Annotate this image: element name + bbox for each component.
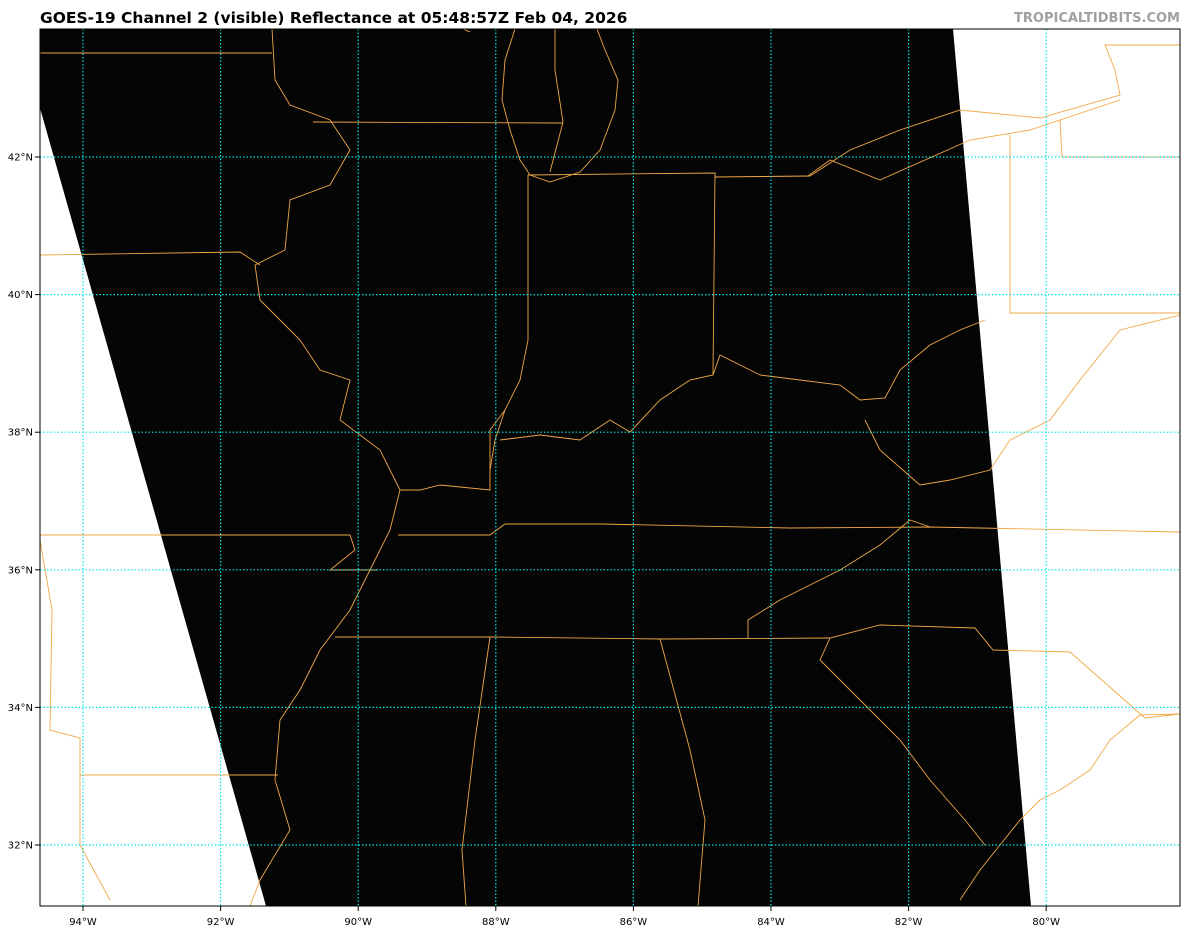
georgia-southcarolina bbox=[819, 637, 986, 846]
kentucky-virginia bbox=[747, 519, 931, 638]
lon-tick-label: 82°W bbox=[895, 917, 923, 928]
lake-michigan-west bbox=[501, 29, 619, 183]
lat-tick-label: 32°N bbox=[8, 841, 33, 852]
map-frame bbox=[39, 28, 1181, 907]
axis-ticks: 94°W 92°W 90°W 88°W 86°W 84°W 82°W 80°W 42°N 40°N… bbox=[8, 153, 1060, 929]
lon-tick-label: 86°W bbox=[620, 917, 648, 928]
lake-erie bbox=[809, 44, 1180, 177]
map-title: GOES-19 Channel 2 (visible) Reflectance … bbox=[40, 9, 628, 27]
ohio-river bbox=[499, 319, 986, 441]
lon-tick-label: 84°W bbox=[757, 917, 785, 928]
lon-tick-label: 80°W bbox=[1032, 917, 1060, 928]
state-boundaries bbox=[40, 29, 1180, 906]
lat-tick-label: 36°N bbox=[8, 565, 33, 576]
brand-watermark: TROPICALTIDBITS.COM bbox=[1014, 11, 1180, 26]
indiana-ohio bbox=[712, 172, 716, 376]
lon-tick-label: 90°W bbox=[344, 917, 372, 928]
pennsylvania-ny bbox=[1009, 135, 1180, 314]
lat-tick-label: 38°N bbox=[8, 428, 33, 439]
lat-tick-label: 34°N bbox=[8, 703, 33, 714]
lake-michigan-east bbox=[549, 29, 564, 173]
atlantic-coast bbox=[959, 713, 1180, 901]
lake-erie-south bbox=[807, 99, 1121, 181]
tennessee-south bbox=[335, 624, 1180, 719]
mississippi-river bbox=[254, 29, 506, 491]
alabama-georgia bbox=[659, 638, 706, 906]
mississippi-alabama bbox=[461, 636, 491, 906]
mississippi-lower bbox=[249, 489, 401, 906]
graticule bbox=[40, 29, 1180, 906]
lat-tick-label: 40°N bbox=[8, 290, 33, 301]
illinois-indiana bbox=[489, 175, 529, 471]
virginia-wv bbox=[864, 314, 1180, 486]
wisconsin-illinois bbox=[312, 121, 564, 124]
lon-tick-label: 92°W bbox=[207, 917, 235, 928]
lon-tick-label: 94°W bbox=[69, 917, 97, 928]
imagery-swath bbox=[40, 29, 1031, 906]
lat-tick-label: 42°N bbox=[8, 153, 33, 164]
lon-tick-label: 88°W bbox=[482, 917, 510, 928]
iowa-missouri bbox=[40, 251, 261, 266]
